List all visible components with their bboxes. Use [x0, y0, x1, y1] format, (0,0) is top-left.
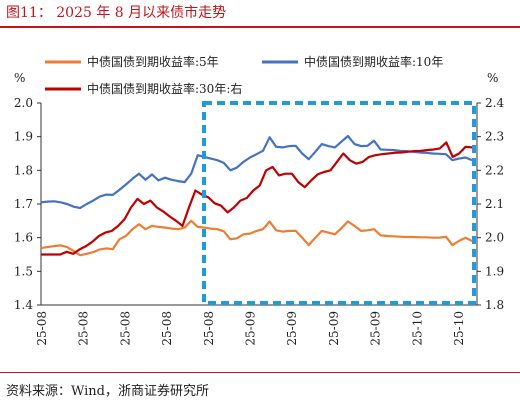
x-tick-label: 25-09 [285, 311, 299, 346]
y-tick-label-left: 1.4 [14, 298, 33, 312]
series-line-1 [40, 219, 473, 257]
yield-chart: 1.4 1.5 1.6 1.7 1.8 1.9 2.0 1.8 1.9 2.0 2.1 2.2 2.3 2… [14, 54, 505, 346]
y-tick-label-left: 1.5 [14, 264, 33, 278]
x-tick-label: 25-09 [327, 311, 341, 346]
y-tick-label-left: 1.7 [14, 197, 33, 211]
legend-label-2: 中债国债到期收益率:10年 [304, 54, 443, 69]
legend-label-1: 中债国债到期收益率:5年 [87, 54, 219, 69]
x-tick-label: 25-08 [35, 311, 49, 346]
x-tick-label: 25-09 [244, 311, 258, 346]
y-tick-label-left: 1.6 [14, 231, 33, 245]
x-tick-label: 25-09 [369, 311, 383, 346]
series-line-3 [41, 141, 473, 256]
right-axis-unit: % [487, 71, 498, 85]
y-tick-label-right: 1.9 [485, 264, 504, 278]
legend-label-3: 中债国债到期收益率:30年:右 [87, 81, 242, 96]
x-tick-label: 25-08 [118, 311, 132, 346]
y-tick-label-left: 2.0 [14, 96, 33, 110]
highlight-box [202, 101, 476, 305]
x-tick-label: 25-10 [410, 311, 424, 346]
y-tick-label-right: 1.8 [485, 298, 504, 312]
y-tick-label-left: 1.9 [14, 130, 33, 144]
source-divider [0, 372, 520, 373]
x-tick-label: 25-08 [77, 311, 91, 346]
x-tick-label: 25-08 [160, 311, 174, 346]
y-tick-label-right: 2.1 [485, 197, 504, 211]
figure-title: 图11： 2025 年 8 月以来债市走势 [6, 5, 227, 21]
y-tick-label-right: 2.2 [485, 163, 504, 177]
x-tick-label: 25-08 [202, 311, 216, 346]
left-axis-unit: % [14, 71, 25, 85]
x-tick-label: 25-10 [452, 311, 466, 346]
series-line-2 [40, 134, 473, 210]
y-tick-label-right: 2.4 [485, 96, 504, 110]
y-tick-label-right: 2.3 [485, 130, 504, 144]
y-tick-label-right: 2.0 [485, 231, 504, 245]
title-divider [0, 26, 520, 28]
source-note: 资料来源：Wind，浙商证券研究所 [6, 384, 209, 399]
y-tick-label-left: 1.8 [14, 163, 33, 177]
